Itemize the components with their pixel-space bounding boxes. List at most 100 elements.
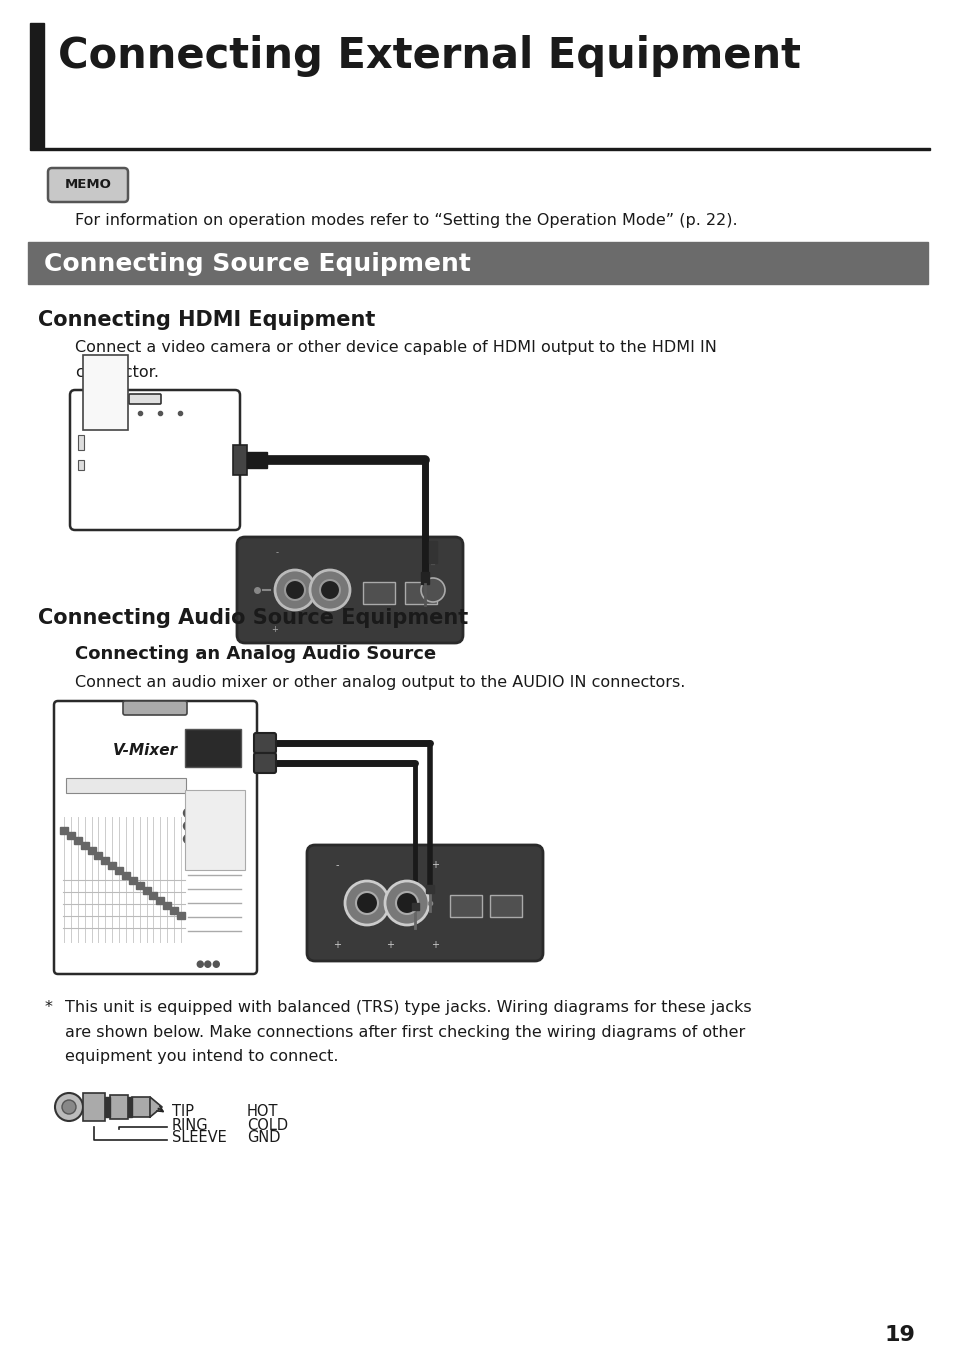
- FancyBboxPatch shape: [307, 845, 542, 961]
- Text: MEMO: MEMO: [65, 179, 112, 191]
- Bar: [66, 779, 186, 793]
- Circle shape: [319, 580, 339, 600]
- FancyBboxPatch shape: [70, 390, 240, 529]
- Bar: [73, 837, 82, 844]
- Circle shape: [210, 808, 218, 818]
- Text: Connect an audio mixer or other analog output to the AUDIO IN connectors.: Connect an audio mixer or other analog o…: [75, 676, 684, 691]
- FancyBboxPatch shape: [48, 168, 128, 202]
- Text: COLD: COLD: [247, 1117, 288, 1132]
- Circle shape: [345, 881, 389, 925]
- Text: ●●●: ●●●: [195, 959, 220, 969]
- Bar: [405, 582, 436, 604]
- Text: This unit is equipped with balanced (TRS) type jacks. Wiring diagrams for these : This unit is equipped with balanced (TRS…: [65, 1001, 751, 1064]
- FancyBboxPatch shape: [54, 701, 256, 974]
- Circle shape: [62, 1099, 76, 1114]
- Circle shape: [183, 822, 193, 830]
- Bar: [156, 896, 164, 904]
- Text: +: +: [431, 940, 438, 951]
- Circle shape: [385, 881, 429, 925]
- FancyBboxPatch shape: [253, 733, 275, 753]
- Text: Connect a video camera or other device capable of HDMI output to the HDMI IN
con: Connect a video camera or other device c…: [75, 340, 716, 379]
- Text: TIP: TIP: [172, 1105, 193, 1120]
- Bar: [170, 907, 178, 914]
- Bar: [185, 728, 241, 766]
- Circle shape: [222, 834, 232, 844]
- Text: -: -: [335, 860, 338, 871]
- Polygon shape: [150, 1097, 162, 1117]
- Bar: [108, 862, 116, 869]
- Bar: [426, 886, 434, 894]
- Bar: [83, 355, 128, 431]
- Circle shape: [196, 822, 205, 830]
- Bar: [78, 435, 84, 450]
- FancyBboxPatch shape: [236, 538, 462, 643]
- Text: +: +: [333, 940, 340, 951]
- Text: 19: 19: [883, 1326, 915, 1345]
- Bar: [30, 148, 929, 150]
- Bar: [105, 1097, 110, 1117]
- Circle shape: [395, 892, 417, 914]
- Circle shape: [196, 808, 205, 818]
- FancyBboxPatch shape: [253, 753, 275, 773]
- Bar: [490, 895, 521, 917]
- Bar: [122, 872, 130, 879]
- Bar: [150, 892, 157, 899]
- Text: *: *: [45, 1001, 52, 1016]
- Bar: [67, 831, 74, 839]
- Bar: [28, 242, 927, 284]
- Bar: [30, 23, 44, 148]
- Bar: [412, 903, 418, 910]
- Text: Connecting Audio Source Equipment: Connecting Audio Source Equipment: [38, 608, 468, 628]
- Circle shape: [183, 834, 193, 844]
- Text: HOT: HOT: [247, 1105, 278, 1120]
- Bar: [81, 842, 89, 849]
- Text: SLEEVE: SLEEVE: [172, 1131, 227, 1145]
- Bar: [177, 913, 185, 919]
- Bar: [132, 1097, 150, 1117]
- Circle shape: [210, 822, 218, 830]
- Circle shape: [196, 834, 205, 844]
- Bar: [247, 452, 267, 468]
- Bar: [128, 1097, 132, 1117]
- Circle shape: [420, 578, 444, 603]
- Bar: [94, 852, 102, 858]
- Bar: [101, 857, 110, 864]
- Circle shape: [310, 570, 350, 611]
- Circle shape: [285, 580, 305, 600]
- Bar: [129, 877, 136, 884]
- Text: RING: RING: [172, 1117, 209, 1132]
- Bar: [115, 867, 123, 873]
- Bar: [233, 445, 247, 475]
- Text: Connecting HDMI Equipment: Connecting HDMI Equipment: [38, 310, 375, 330]
- Text: +: +: [386, 940, 394, 951]
- Circle shape: [183, 808, 193, 818]
- Text: +: +: [431, 860, 438, 871]
- Bar: [429, 542, 436, 563]
- Circle shape: [274, 570, 314, 611]
- Circle shape: [210, 834, 218, 844]
- Text: Connecting an Analog Audio Source: Connecting an Analog Audio Source: [75, 645, 436, 663]
- Text: V-Mixer: V-Mixer: [112, 743, 178, 758]
- Text: Connecting External Equipment: Connecting External Equipment: [58, 35, 801, 77]
- Text: +: +: [272, 624, 278, 634]
- Circle shape: [222, 808, 232, 818]
- Bar: [60, 827, 68, 834]
- Bar: [78, 460, 84, 470]
- Bar: [185, 789, 245, 871]
- Bar: [363, 582, 395, 604]
- Text: GND: GND: [247, 1131, 280, 1145]
- Bar: [83, 1093, 105, 1121]
- Bar: [420, 571, 429, 584]
- Bar: [163, 902, 171, 909]
- Circle shape: [55, 1093, 83, 1121]
- Bar: [450, 895, 481, 917]
- Circle shape: [355, 892, 377, 914]
- FancyBboxPatch shape: [129, 394, 161, 403]
- Text: -: -: [275, 548, 278, 558]
- Bar: [135, 881, 144, 890]
- Bar: [142, 887, 151, 894]
- Bar: [88, 848, 95, 854]
- Bar: [110, 1095, 128, 1118]
- Text: Connecting Source Equipment: Connecting Source Equipment: [44, 252, 471, 276]
- FancyBboxPatch shape: [123, 701, 187, 715]
